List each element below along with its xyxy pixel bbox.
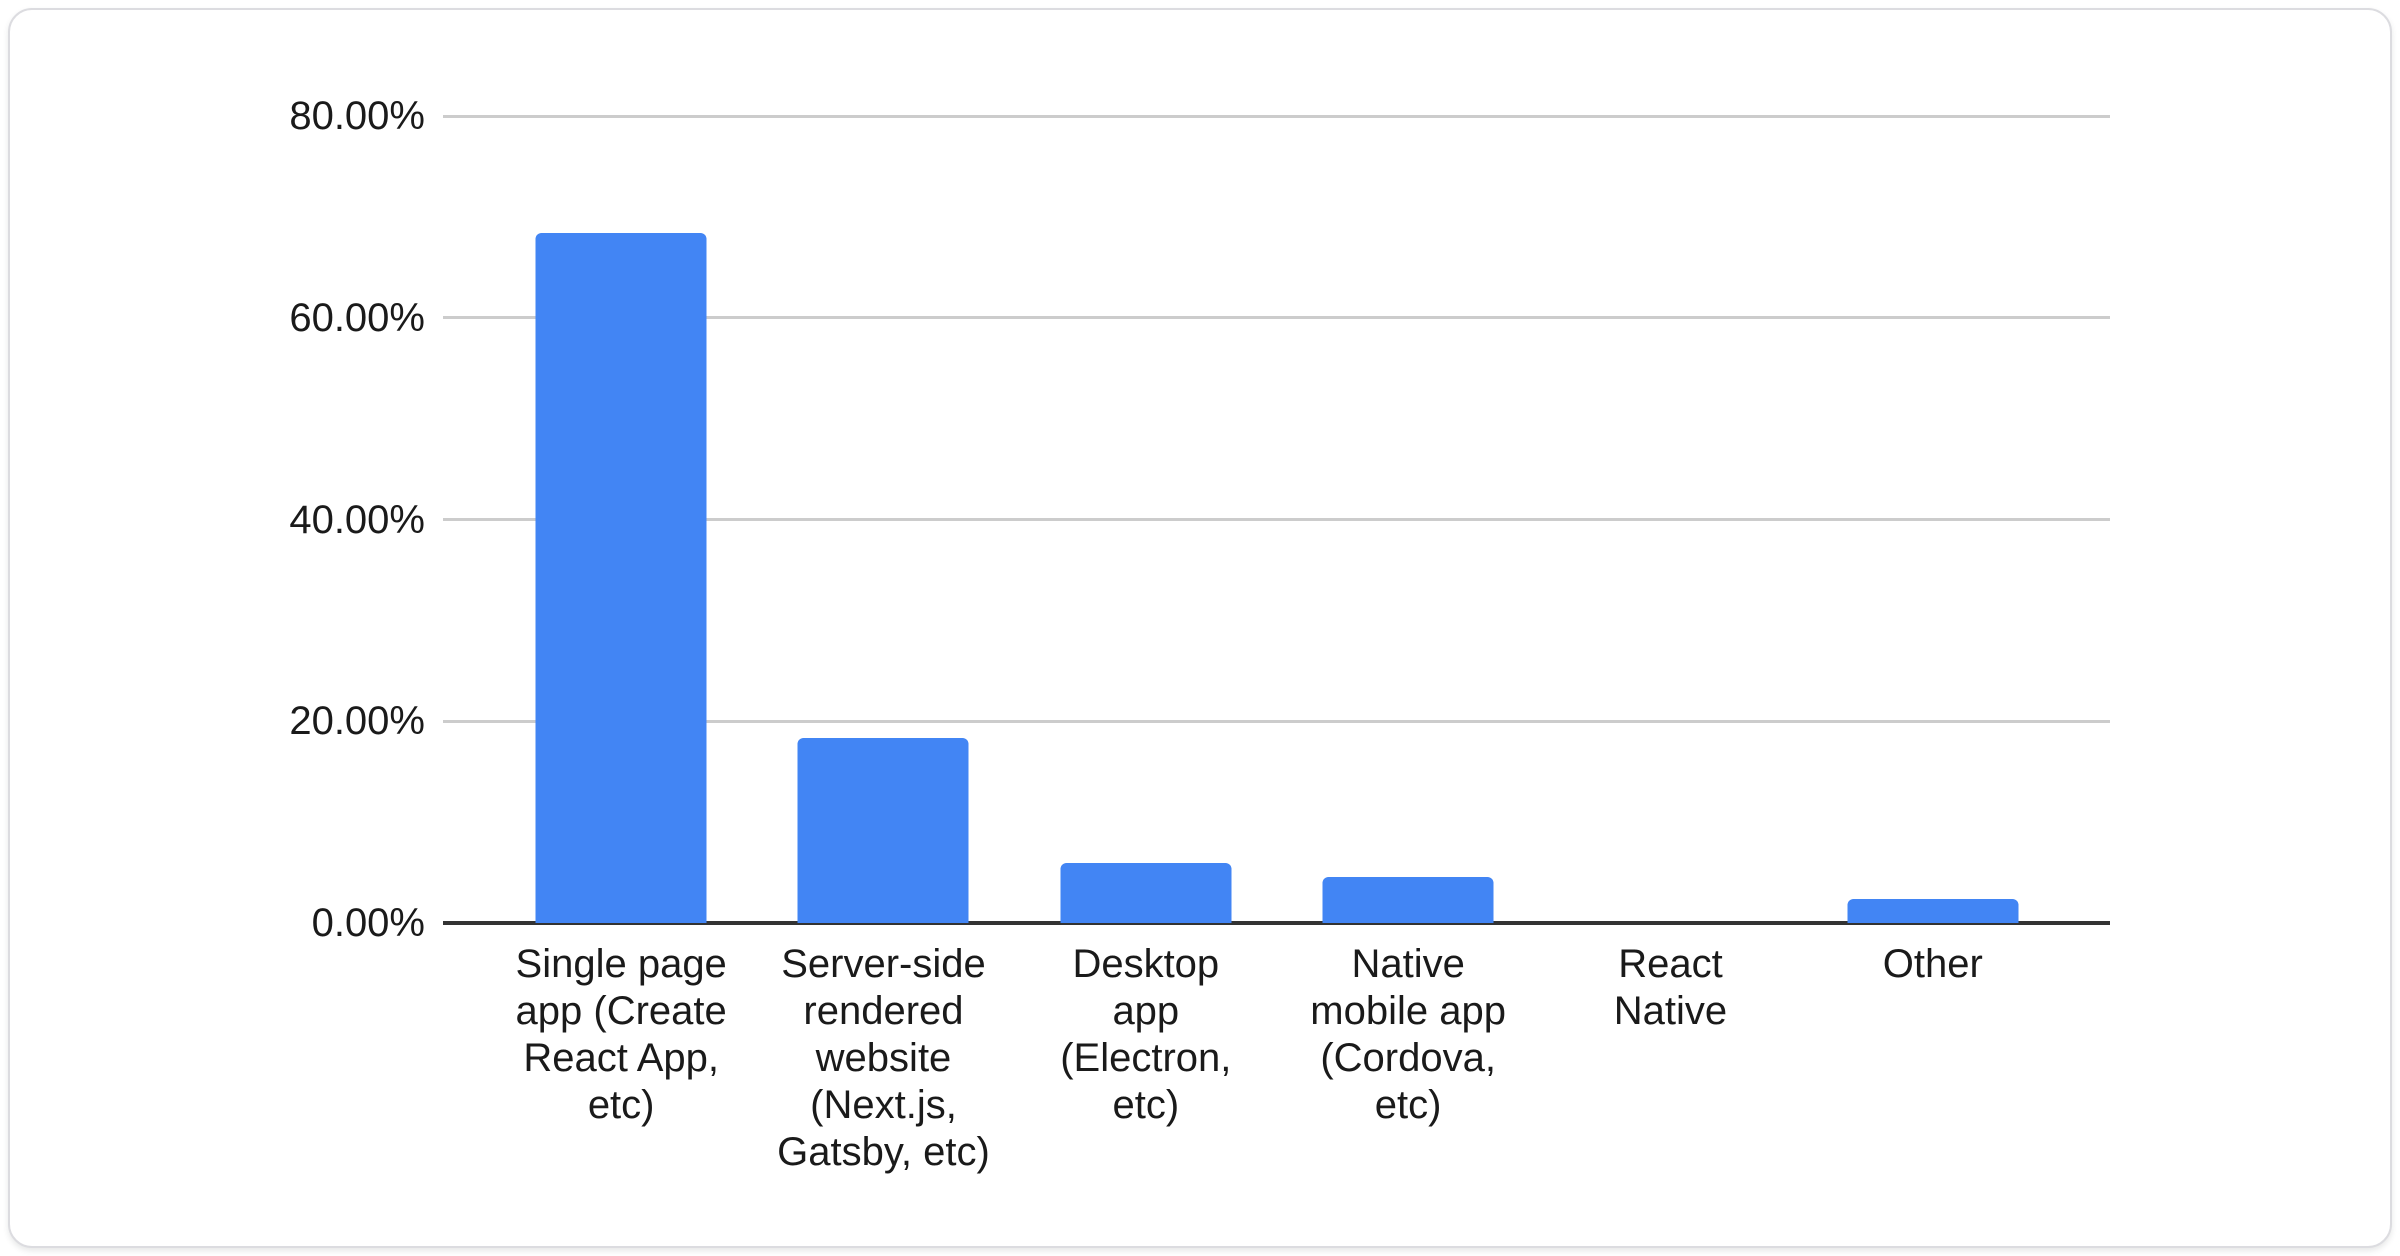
x-axis-labels: Single page app (Create React App, etc) S… (490, 941, 2064, 1176)
y-tick-label: 40.00% (289, 497, 425, 542)
x-category-label: Other (1882, 942, 1983, 986)
bar-3 (1322, 876, 1494, 923)
y-tick-label: 60.00% (289, 295, 425, 340)
x-axis-baseline (443, 921, 2110, 925)
bar-1 (797, 738, 969, 923)
bar-slot (1539, 116, 1801, 923)
y-axis-labels: 0.00% 20.00% 40.00% 60.00% 80.00% (0, 94, 425, 945)
y-tick-label: 20.00% (289, 699, 425, 744)
gridline (443, 114, 2110, 118)
bar-2 (1060, 863, 1232, 923)
bar-slot (752, 116, 1014, 923)
gridline (443, 518, 2110, 521)
bar-slot (1015, 116, 1277, 923)
y-tick-label: 80.00% (289, 94, 425, 138)
bar-0 (535, 233, 707, 923)
gridline (443, 719, 2110, 723)
x-category-label: React Native (1613, 942, 1728, 1033)
chart-card (8, 8, 2392, 1248)
x-category-label: Desktop app (Electron, etc) (1060, 942, 1232, 1127)
plot-area (443, 114, 2110, 925)
bar-slot (1802, 116, 2064, 923)
bars-row (490, 116, 2064, 923)
x-category-label: Native mobile app (Cordova, etc) (1310, 942, 1506, 1127)
bar-5 (1847, 898, 2019, 923)
bar-slot (490, 116, 752, 923)
x-category-label: Server-side rendered website (Next.js, G… (777, 942, 990, 1174)
bar-slot (1277, 116, 1539, 923)
gridline (443, 316, 2110, 320)
y-tick-label: 0.00% (311, 901, 425, 945)
x-category-label: Single page app (Create React App, etc) (515, 942, 727, 1127)
